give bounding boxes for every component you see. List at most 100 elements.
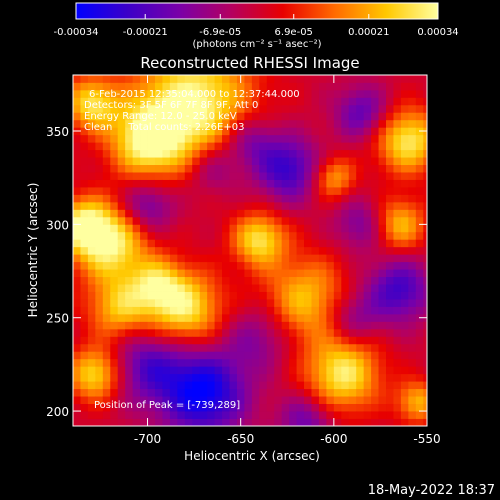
image-pixel — [102, 104, 111, 113]
image-pixel — [95, 328, 104, 337]
image-pixel — [110, 276, 119, 285]
image-pixel — [281, 343, 290, 352]
image-pixel — [333, 134, 342, 143]
image-pixel — [341, 201, 350, 210]
image-pixel — [289, 104, 297, 113]
image-pixel — [199, 358, 208, 367]
y-tick-label: 200 — [46, 405, 69, 419]
image-pixel — [199, 313, 208, 322]
image-pixel — [371, 246, 379, 255]
image-pixel — [393, 224, 402, 233]
image-pixel — [341, 209, 350, 218]
image-pixel — [214, 89, 223, 98]
image-pixel — [229, 396, 238, 404]
image-pixel — [162, 411, 171, 419]
image-pixel — [259, 179, 268, 188]
image-pixel — [147, 97, 156, 106]
image-pixel — [80, 104, 89, 113]
image-pixel — [73, 82, 81, 91]
image-pixel — [378, 418, 387, 427]
image-pixel — [259, 343, 268, 352]
image-pixel — [281, 276, 290, 285]
image-pixel — [326, 209, 335, 218]
image-pixel — [423, 388, 428, 397]
image-pixel — [400, 164, 409, 173]
image-pixel — [73, 119, 81, 128]
image-pixel — [222, 157, 230, 166]
image-pixel — [296, 104, 305, 113]
image-pixel — [140, 216, 148, 225]
image-pixel — [423, 82, 428, 91]
image-pixel — [117, 276, 126, 285]
image-pixel — [184, 179, 193, 188]
image-pixel — [184, 313, 193, 322]
image-pixel — [333, 411, 342, 419]
image-pixel — [326, 321, 335, 330]
image-pixel — [147, 82, 156, 91]
image-pixel — [415, 216, 424, 225]
image-pixel — [348, 306, 357, 315]
image-pixel — [117, 134, 126, 143]
image-pixel — [236, 396, 245, 404]
image-pixel — [177, 239, 186, 248]
image-pixel — [348, 396, 357, 404]
image-pixel — [169, 313, 178, 322]
image-pixel — [400, 194, 409, 203]
image-pixel — [95, 396, 104, 404]
image-pixel — [73, 201, 81, 210]
image-pixel — [214, 142, 223, 151]
image-pixel — [311, 172, 320, 180]
image-pixel — [147, 172, 156, 180]
image-pixel — [140, 306, 148, 315]
image-pixel — [386, 97, 394, 106]
image-pixel — [199, 246, 208, 255]
image-pixel — [102, 97, 111, 106]
image-pixel — [244, 75, 253, 83]
x-tick-label: -700 — [134, 432, 161, 446]
image-pixel — [162, 216, 171, 225]
image-pixel — [386, 224, 394, 233]
image-pixel — [371, 142, 379, 151]
image-pixel — [87, 209, 96, 218]
image-pixel — [229, 134, 238, 143]
image-pixel — [423, 97, 428, 106]
image-pixel — [341, 269, 350, 278]
image-pixel — [363, 216, 372, 225]
image-pixel — [274, 119, 283, 128]
image-pixel — [281, 291, 290, 300]
image-pixel — [423, 261, 428, 270]
image-pixel — [356, 396, 365, 404]
image-pixel — [423, 187, 428, 195]
image-pixel — [259, 313, 268, 322]
image-pixel — [326, 201, 335, 210]
image-pixel — [207, 284, 215, 292]
image-pixel — [326, 396, 335, 404]
image-pixel — [281, 142, 290, 151]
image-pixel — [236, 97, 245, 106]
image-pixel — [110, 403, 119, 412]
image-pixel — [266, 299, 275, 307]
image-pixel — [132, 381, 141, 390]
image-pixel — [251, 261, 260, 270]
image-pixel — [251, 187, 260, 195]
image-pixel — [214, 411, 223, 419]
image-pixel — [348, 75, 357, 83]
image-pixel — [132, 201, 141, 210]
image-pixel — [199, 403, 208, 412]
image-pixel — [386, 164, 394, 173]
image-pixel — [415, 321, 424, 330]
image-pixel — [125, 261, 134, 270]
image-pixel — [95, 104, 104, 113]
image-pixel — [132, 291, 141, 300]
image-pixel — [281, 254, 290, 263]
image-pixel — [274, 284, 283, 292]
image-pixel — [117, 75, 126, 83]
image-pixel — [154, 104, 163, 113]
image-pixel — [326, 187, 335, 195]
image-pixel — [154, 89, 163, 98]
image-pixel — [259, 164, 268, 173]
image-pixel — [415, 351, 424, 360]
image-pixel — [117, 381, 126, 390]
image-pixel — [244, 343, 253, 352]
image-pixel — [199, 157, 208, 166]
